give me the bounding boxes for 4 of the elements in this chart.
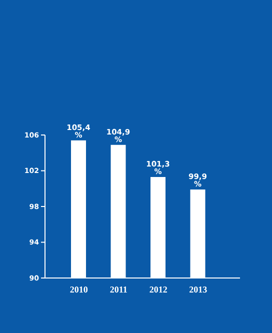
x-tick-label: 2010 — [70, 284, 88, 294]
x-tick-label: 2011 — [110, 284, 128, 294]
x-tick-label: 2013 — [189, 284, 208, 294]
x-tick-label: 2012 — [149, 284, 168, 294]
